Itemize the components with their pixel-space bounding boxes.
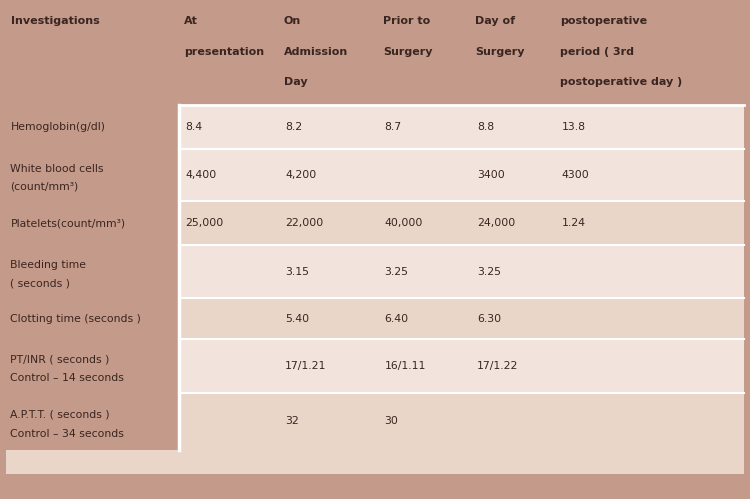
- Text: 6.30: 6.30: [477, 314, 501, 324]
- Text: 1.24: 1.24: [562, 218, 586, 228]
- Text: 3.25: 3.25: [477, 266, 501, 277]
- Text: 22,000: 22,000: [285, 218, 323, 228]
- Bar: [179, 105, 744, 149]
- Bar: [6, 105, 179, 149]
- Text: 13.8: 13.8: [562, 122, 586, 132]
- Bar: [6, 245, 179, 298]
- Text: postoperative: postoperative: [560, 16, 647, 26]
- Text: 40,000: 40,000: [385, 218, 423, 228]
- Text: 6.40: 6.40: [385, 314, 409, 324]
- Text: 24,000: 24,000: [477, 218, 515, 228]
- Text: 32: 32: [285, 416, 298, 427]
- Text: A.P.T.T. ( seconds ): A.P.T.T. ( seconds ): [10, 410, 110, 420]
- Text: Clotting time (seconds ): Clotting time (seconds ): [10, 314, 141, 324]
- Text: 8.8: 8.8: [477, 122, 494, 132]
- Bar: [179, 245, 744, 298]
- Bar: [6, 393, 179, 450]
- Text: (count/mm³): (count/mm³): [10, 182, 79, 192]
- Bar: [179, 298, 744, 339]
- Text: 3.15: 3.15: [285, 266, 309, 277]
- Text: Investigations: Investigations: [10, 16, 99, 26]
- Text: 17/1.21: 17/1.21: [285, 361, 326, 371]
- Text: On: On: [284, 16, 301, 26]
- Text: Prior to: Prior to: [383, 16, 430, 26]
- Text: 17/1.22: 17/1.22: [477, 361, 518, 371]
- Text: 4,200: 4,200: [285, 170, 316, 180]
- Text: postoperative day ): postoperative day ): [560, 77, 682, 87]
- Text: 25,000: 25,000: [185, 218, 224, 228]
- Bar: [179, 339, 744, 393]
- Text: 8.4: 8.4: [185, 122, 202, 132]
- Text: 4300: 4300: [562, 170, 590, 180]
- Text: 5.40: 5.40: [285, 314, 309, 324]
- Text: Admission: Admission: [284, 46, 348, 56]
- Text: 16/1.11: 16/1.11: [385, 361, 426, 371]
- Text: Control – 14 seconds: Control – 14 seconds: [10, 373, 124, 383]
- Text: 8.7: 8.7: [385, 122, 402, 132]
- Text: Bleeding time: Bleeding time: [10, 260, 86, 270]
- Bar: [6, 339, 179, 393]
- Text: Platelets(count/mm³): Platelets(count/mm³): [10, 218, 125, 228]
- Text: 30: 30: [385, 416, 398, 427]
- Text: Surgery: Surgery: [476, 46, 525, 56]
- Text: 4,400: 4,400: [185, 170, 217, 180]
- Text: 3.25: 3.25: [385, 266, 409, 277]
- Text: 3400: 3400: [477, 170, 505, 180]
- Text: White blood cells: White blood cells: [10, 164, 104, 174]
- Bar: [179, 393, 744, 450]
- Bar: [179, 201, 744, 245]
- Text: PT/INR ( seconds ): PT/INR ( seconds ): [10, 355, 109, 365]
- Text: Surgery: Surgery: [383, 46, 433, 56]
- Bar: [6, 298, 179, 339]
- Text: Day of: Day of: [476, 16, 515, 26]
- Bar: [179, 149, 744, 201]
- Bar: [6, 201, 179, 245]
- Bar: [6, 2, 744, 105]
- Bar: [6, 450, 744, 474]
- Text: 8.2: 8.2: [285, 122, 302, 132]
- Text: At: At: [184, 16, 198, 26]
- Bar: [6, 149, 179, 201]
- Text: period ( 3rd: period ( 3rd: [560, 46, 634, 56]
- Text: Day: Day: [284, 77, 308, 87]
- Text: presentation: presentation: [184, 46, 264, 56]
- Text: ( seconds ): ( seconds ): [10, 278, 70, 288]
- Text: Hemoglobin(g/dl): Hemoglobin(g/dl): [10, 122, 106, 132]
- Text: Control – 34 seconds: Control – 34 seconds: [10, 429, 124, 439]
